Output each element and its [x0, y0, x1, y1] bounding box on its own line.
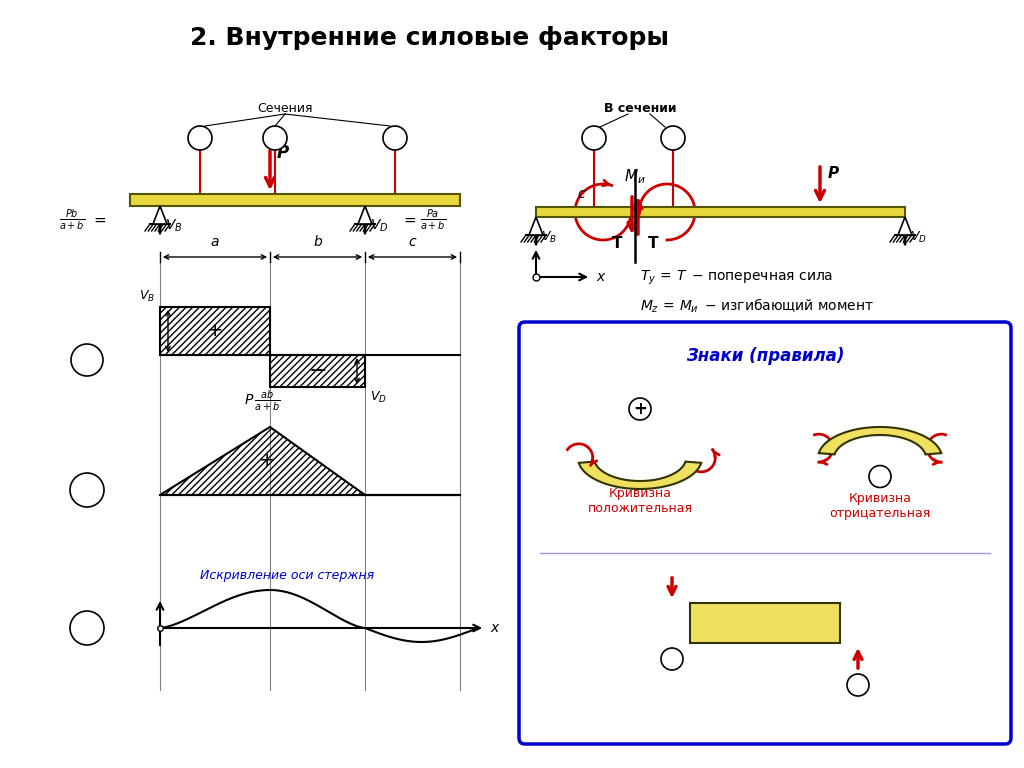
Text: Кривизна: Кривизна — [608, 486, 672, 499]
FancyBboxPatch shape — [519, 322, 1011, 744]
Text: =: = — [93, 213, 106, 227]
Circle shape — [662, 126, 685, 150]
Text: −: − — [873, 468, 887, 485]
Circle shape — [263, 126, 287, 150]
Text: c: c — [578, 187, 585, 201]
Text: Кривизна: Кривизна — [849, 492, 911, 505]
Text: T: T — [611, 237, 623, 251]
Text: x: x — [596, 270, 604, 284]
Circle shape — [629, 398, 651, 420]
Text: +: + — [633, 400, 647, 418]
Text: $\frac{Pa}{a+b}$: $\frac{Pa}{a+b}$ — [420, 207, 446, 233]
Text: $V_B$: $V_B$ — [541, 230, 557, 244]
Polygon shape — [270, 355, 365, 387]
Polygon shape — [819, 427, 941, 455]
Circle shape — [70, 611, 104, 645]
Polygon shape — [153, 206, 167, 224]
Text: $V_D$: $V_D$ — [370, 390, 387, 405]
Circle shape — [847, 674, 869, 696]
Text: Искривление оси стержня: Искривление оси стержня — [200, 570, 374, 582]
Text: +: + — [207, 322, 223, 340]
Circle shape — [188, 126, 212, 150]
Text: $P\,\frac{ab}{a+b}$: $P\,\frac{ab}{a+b}$ — [244, 389, 281, 413]
Text: $M_и$: $M_и$ — [78, 482, 96, 498]
Text: $\Delta_y$: $\Delta_y$ — [79, 620, 95, 637]
Text: b: b — [313, 235, 322, 249]
Polygon shape — [160, 427, 460, 495]
Text: −: − — [308, 361, 327, 381]
Text: P: P — [278, 144, 289, 162]
Text: 1: 1 — [197, 133, 204, 143]
Text: Сечения: Сечения — [257, 101, 312, 114]
Text: T: T — [82, 353, 92, 368]
Text: положительная: положительная — [588, 502, 692, 515]
Circle shape — [582, 126, 606, 150]
Text: 2: 2 — [271, 133, 279, 143]
Text: 3: 3 — [391, 133, 398, 143]
Text: В сечении: В сечении — [604, 101, 676, 114]
Text: P: P — [828, 167, 839, 181]
Text: $M_z\, =\, M_и\,$ − изгибающий момент: $M_z\, =\, M_и\,$ − изгибающий момент — [640, 296, 874, 315]
Text: 1: 1 — [590, 133, 598, 143]
Text: $V_B$: $V_B$ — [165, 218, 182, 234]
Text: +: + — [851, 676, 865, 694]
Text: +: + — [632, 399, 648, 419]
FancyBboxPatch shape — [536, 207, 905, 217]
Text: 1: 1 — [669, 133, 677, 143]
Text: +: + — [259, 452, 275, 471]
Text: =: = — [403, 213, 417, 227]
Polygon shape — [898, 217, 912, 235]
Text: $V_D$: $V_D$ — [370, 218, 388, 234]
Polygon shape — [358, 206, 372, 224]
Text: отрицательная: отрицательная — [829, 507, 931, 520]
Text: $V_B$: $V_B$ — [139, 289, 155, 304]
Text: x: x — [490, 621, 499, 635]
Polygon shape — [160, 307, 270, 355]
FancyBboxPatch shape — [690, 603, 840, 643]
Text: $T_y\, =\, T\,$ − поперечная сила: $T_y\, =\, T\,$ − поперечная сила — [640, 269, 834, 287]
Text: 2. Внутренние силовые факторы: 2. Внутренние силовые факторы — [190, 26, 670, 50]
Circle shape — [71, 344, 103, 376]
Circle shape — [869, 465, 891, 488]
Circle shape — [662, 648, 683, 670]
Text: T: T — [648, 237, 658, 251]
Polygon shape — [529, 217, 543, 235]
Text: +: + — [665, 650, 679, 668]
Circle shape — [70, 473, 104, 507]
Text: $M_и$: $M_и$ — [625, 167, 646, 187]
Text: $V_D$: $V_D$ — [910, 230, 927, 244]
Polygon shape — [579, 462, 701, 489]
Text: Знаки (правила): Знаки (правила) — [686, 347, 844, 365]
Text: $\frac{Pb}{a+b}$: $\frac{Pb}{a+b}$ — [59, 208, 85, 232]
Circle shape — [383, 126, 407, 150]
Text: a: a — [211, 235, 219, 249]
FancyBboxPatch shape — [130, 194, 460, 206]
Text: c: c — [409, 235, 417, 249]
